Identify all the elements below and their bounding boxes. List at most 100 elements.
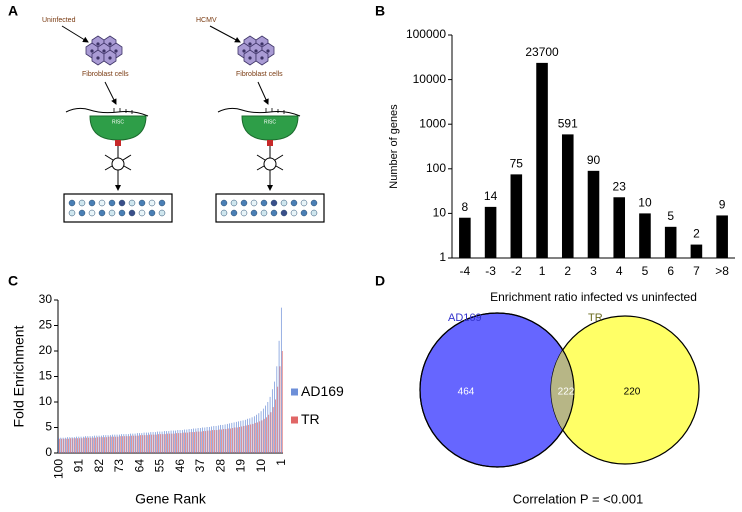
y-axis-title: Fold Enrichment <box>11 325 27 427</box>
bar <box>132 433 134 453</box>
bar <box>230 428 231 453</box>
bar <box>64 437 66 453</box>
x-axis-title: Enrichment ratio infected vs uninfected <box>490 290 697 304</box>
venn: AD169 TR 464 222 220 Correlation P = <0.… <box>419 312 700 506</box>
arrow <box>209 25 241 43</box>
bar <box>142 435 144 453</box>
bar <box>134 433 136 453</box>
bar <box>265 405 266 453</box>
condition-label: Uninfected <box>42 17 76 24</box>
x-tick-label: 4 <box>616 264 623 278</box>
bar <box>82 436 84 453</box>
bar <box>194 432 195 453</box>
bar <box>150 432 152 453</box>
bar <box>141 433 143 453</box>
bar <box>182 432 184 453</box>
data-label: 10 <box>638 196 652 210</box>
bar <box>176 433 177 453</box>
cell-icon <box>85 35 123 66</box>
bar <box>77 438 78 453</box>
bar <box>253 416 255 453</box>
bar <box>664 226 677 258</box>
bar <box>81 438 83 453</box>
bar <box>123 434 125 453</box>
venn-count: 220 <box>624 387 641 398</box>
bar <box>127 434 129 453</box>
bar <box>90 437 92 453</box>
venn-label: TR <box>588 312 603 324</box>
bar <box>149 434 150 453</box>
bar <box>110 436 112 453</box>
x-tick-label: 5 <box>642 264 649 278</box>
bar <box>160 434 162 453</box>
bar <box>212 430 213 453</box>
data-label: 9 <box>719 198 726 212</box>
bar <box>92 437 94 453</box>
bar <box>148 432 149 453</box>
x-tick-label: -4 <box>460 264 471 278</box>
bar <box>222 424 224 453</box>
bar <box>202 427 203 453</box>
bar <box>216 430 218 453</box>
array-icon <box>215 193 325 223</box>
bar <box>208 426 210 453</box>
bar <box>217 425 219 453</box>
bar <box>238 421 239 453</box>
bar <box>58 437 59 453</box>
bar <box>251 417 253 453</box>
bar <box>249 418 251 453</box>
bar <box>96 435 98 453</box>
bar <box>135 435 137 453</box>
x-tick-label: 1 <box>274 459 288 466</box>
bar <box>124 436 126 453</box>
bar <box>224 424 226 453</box>
complex-label: RISC <box>264 119 276 125</box>
bar <box>258 413 260 453</box>
y-tick-label: 10 <box>39 394 53 408</box>
bar <box>101 437 103 453</box>
bar <box>166 431 167 453</box>
bar <box>196 431 198 453</box>
x-tick-label: 37 <box>193 459 207 473</box>
panel-label: D <box>375 273 385 289</box>
y-tick-label: 10 <box>433 206 447 220</box>
bar <box>125 434 127 453</box>
x-tick-label: -3 <box>485 264 496 278</box>
bar <box>278 340 280 453</box>
bar <box>232 428 234 453</box>
arrow <box>104 81 117 105</box>
y-tick-label: 5 <box>45 420 52 434</box>
bar <box>269 396 271 453</box>
bar <box>207 430 209 453</box>
bar <box>252 423 254 453</box>
bar <box>227 428 229 453</box>
bar <box>231 422 233 453</box>
bar <box>91 436 93 453</box>
bar <box>73 437 75 453</box>
bar <box>263 418 265 453</box>
x-tick-label: 55 <box>153 459 167 473</box>
bar <box>128 436 130 453</box>
bar <box>199 428 201 453</box>
bar <box>272 407 274 453</box>
bar <box>213 425 215 453</box>
bar <box>63 438 65 453</box>
bar <box>276 366 278 453</box>
bar <box>190 429 192 453</box>
bar <box>248 424 249 453</box>
complex-label: RISC <box>112 119 124 125</box>
venn-count: 464 <box>458 387 475 398</box>
bar <box>243 425 245 453</box>
bar <box>271 389 273 453</box>
x-tick-label: >8 <box>715 264 729 278</box>
bar <box>173 433 175 453</box>
cells-label: Fibroblast cells <box>82 71 129 78</box>
bar <box>67 437 68 453</box>
bar <box>254 422 256 453</box>
data-label: 8 <box>462 200 469 214</box>
bar <box>218 429 220 453</box>
bar <box>240 420 242 453</box>
bar <box>70 438 72 453</box>
bar <box>587 170 600 258</box>
x-tick-label: 73 <box>112 459 126 473</box>
